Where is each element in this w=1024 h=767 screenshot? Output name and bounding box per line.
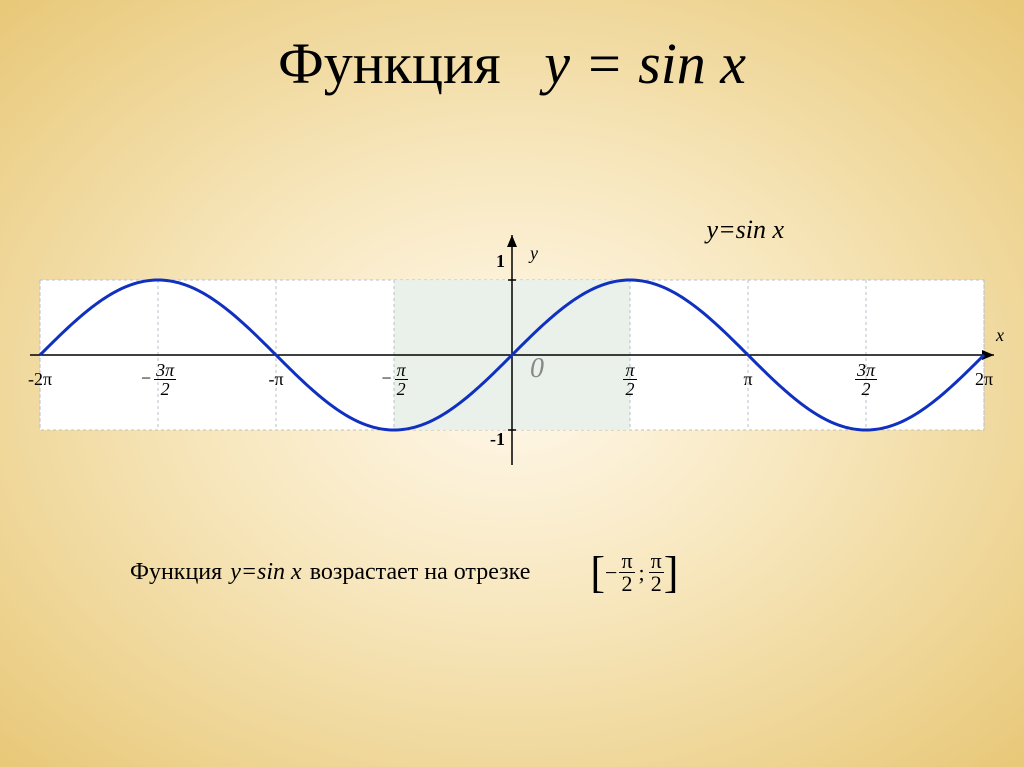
caption-post: возрастает на отрезке	[310, 559, 531, 586]
chart-svg	[30, 245, 994, 465]
interval: [ − π 2 ; π 2 ]	[590, 550, 678, 595]
x-tick-label: 3π2	[841, 361, 891, 398]
y-axis-label: y	[530, 243, 538, 264]
x-tick-label: -π	[251, 369, 301, 390]
x-tick-label: −3π2	[133, 361, 183, 398]
x-tick-label: 2π	[959, 369, 1009, 390]
title-formula-sinx: sin x	[638, 31, 746, 96]
title-word: Функция	[278, 31, 501, 96]
x-tick-label: π2	[605, 361, 655, 398]
caption-row: Функция y=sin x возрастает на отрезке [ …	[130, 550, 678, 595]
interval-right: π 2	[649, 550, 664, 595]
caption-formula: y=sin x	[230, 559, 302, 586]
interval-left: − π 2	[605, 550, 635, 595]
origin-label: 0	[530, 353, 544, 385]
bracket-left: [	[590, 551, 605, 595]
page-title: Функция y = sin x	[0, 30, 1024, 97]
title-formula-eq: =	[570, 31, 638, 96]
y-tick-top: 1	[496, 251, 505, 272]
interval-sep: ;	[639, 560, 645, 586]
y-tick-bottom: -1	[490, 429, 505, 450]
x-tick-label: -2π	[15, 369, 65, 390]
caption-pre: Функция	[130, 559, 222, 586]
x-tick-label: π	[723, 369, 773, 390]
sine-chart: y=sin x y x 0 1 -1 -2π−3π2-π−π2π2π3π22π	[30, 245, 994, 465]
curve-label: y=sin x	[707, 215, 784, 245]
x-axis-label: x	[996, 325, 1004, 346]
title-formula-y: y	[544, 31, 570, 96]
bracket-right: ]	[664, 551, 679, 595]
x-tick-label: −π2	[369, 361, 419, 398]
